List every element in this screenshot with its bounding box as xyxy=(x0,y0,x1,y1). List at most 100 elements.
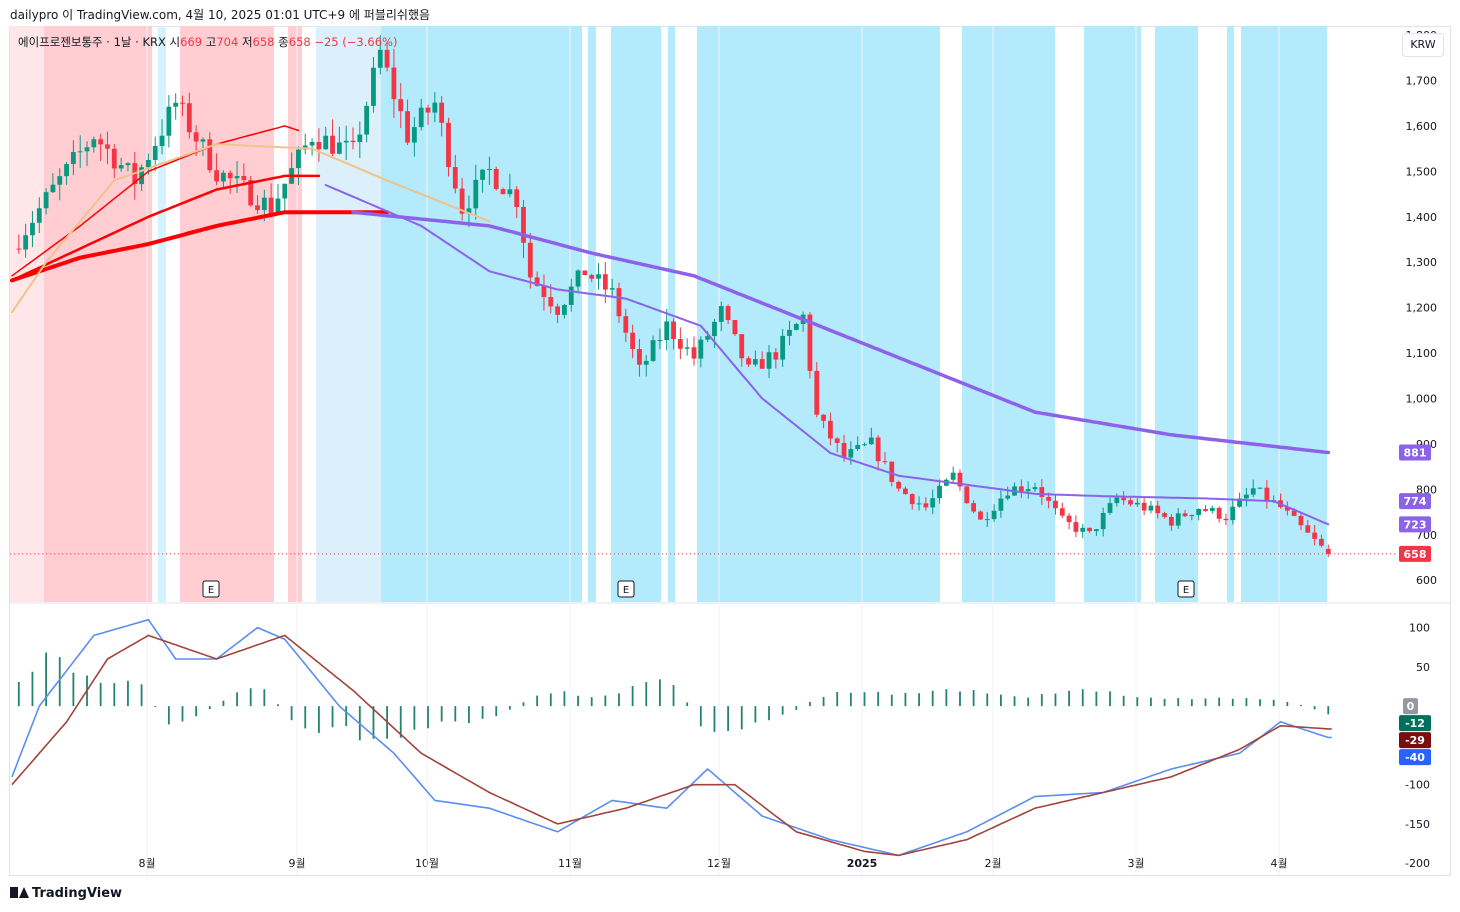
histogram-bar xyxy=(1245,698,1248,707)
candle-body xyxy=(50,184,56,193)
candle-body xyxy=(261,197,267,211)
session-band xyxy=(1227,26,1234,602)
price-badge-bg xyxy=(1399,444,1431,461)
histogram-bar xyxy=(167,706,170,725)
histogram-bar xyxy=(127,680,129,707)
candle-body xyxy=(712,321,717,337)
candle-body xyxy=(425,107,431,113)
price-tick-label: 1,600 xyxy=(1406,120,1438,133)
price-tick-label: 600 xyxy=(1416,574,1437,587)
candle-body xyxy=(1223,518,1229,521)
candle-body xyxy=(725,306,731,321)
candle-body xyxy=(296,149,301,169)
candle-body xyxy=(371,67,376,106)
histogram-bar xyxy=(413,706,416,730)
candle-body xyxy=(637,349,642,365)
candle-body xyxy=(691,347,697,359)
candle-body xyxy=(459,188,465,214)
histogram-bar xyxy=(549,693,552,707)
histogram-bar xyxy=(768,706,770,721)
session-band xyxy=(381,26,582,602)
macd-badge-label: -40 xyxy=(1405,751,1425,764)
candle-body xyxy=(562,304,567,315)
price-axis-badge: 881 xyxy=(1399,444,1431,461)
candle-body xyxy=(36,208,42,223)
price-tick-label: 1,100 xyxy=(1406,347,1438,360)
histogram-bar xyxy=(1136,697,1139,707)
candle-body xyxy=(957,472,963,487)
candle-body xyxy=(766,352,772,369)
candle-body xyxy=(1053,500,1058,509)
histogram-bar xyxy=(672,685,675,707)
histogram-bar xyxy=(604,695,607,707)
earnings-marker: E xyxy=(202,580,220,598)
histogram-bar xyxy=(959,691,961,707)
session-band xyxy=(1084,26,1141,602)
candle-body xyxy=(971,503,977,512)
candle-body xyxy=(1250,488,1256,495)
candle-body xyxy=(752,359,758,365)
histogram-bar xyxy=(454,706,457,722)
candle-body xyxy=(739,334,745,359)
candle-body xyxy=(834,438,840,444)
price-badge-bg xyxy=(1399,493,1431,510)
high-value: 704 xyxy=(216,35,239,49)
candle-body xyxy=(1134,502,1140,505)
histogram-bar xyxy=(740,706,743,730)
candle-body xyxy=(343,140,349,143)
candle-body xyxy=(1114,497,1120,504)
histogram-bar xyxy=(1013,696,1016,707)
histogram-bar xyxy=(781,706,784,715)
histogram-bar xyxy=(1027,697,1030,707)
histogram-bar xyxy=(1327,706,1330,715)
candle-body xyxy=(411,127,417,143)
histogram-bar xyxy=(522,702,525,707)
histogram-bar xyxy=(195,706,198,717)
price-badge-bg xyxy=(1399,545,1431,562)
earnings-marker-box xyxy=(1177,580,1195,598)
tradingview-logo[interactable]: TradingView xyxy=(10,886,122,901)
candle-body xyxy=(221,172,226,182)
candle-body xyxy=(746,358,751,365)
candle-body xyxy=(1312,532,1318,539)
candle-body xyxy=(493,168,499,190)
candle-body xyxy=(214,170,219,182)
candle-body xyxy=(139,167,144,185)
histogram-bar xyxy=(1163,698,1166,707)
currency-button[interactable]: KRW xyxy=(1402,33,1444,57)
candle-body xyxy=(862,444,867,446)
histogram-bar xyxy=(699,706,702,727)
candle-body xyxy=(1093,529,1099,532)
candle-body xyxy=(377,49,383,68)
candle-body xyxy=(807,314,813,371)
candle-body xyxy=(643,360,649,365)
candle-body xyxy=(350,140,356,143)
candle-body xyxy=(978,511,983,520)
moving-average-line xyxy=(11,143,491,314)
candle-body xyxy=(1325,548,1331,554)
candle-body xyxy=(180,102,185,104)
candle-body xyxy=(534,277,540,286)
candle-body xyxy=(446,122,451,168)
candle-body xyxy=(1073,522,1079,532)
histogram-bar xyxy=(1068,690,1070,707)
candle-body xyxy=(316,141,322,150)
candle-body xyxy=(1257,487,1263,489)
signal-line xyxy=(11,634,1332,857)
histogram-bar xyxy=(440,706,443,722)
histogram-bar xyxy=(1272,699,1275,707)
symbol-name[interactable]: 에이프로젠보통주 · 1날 · KRX xyxy=(18,35,166,49)
candle-body xyxy=(582,270,588,276)
candle-body xyxy=(773,352,779,360)
macd-badge-label: -29 xyxy=(1405,734,1425,747)
histogram-bar xyxy=(508,706,511,710)
histogram-bar xyxy=(290,706,293,721)
moving-average-line xyxy=(351,210,1331,455)
high-label: 고 xyxy=(205,35,217,49)
candle-body xyxy=(1230,506,1236,521)
histogram-bar xyxy=(849,692,852,707)
candle-body xyxy=(718,306,724,322)
earnings-marker: E xyxy=(617,580,635,598)
candle-body xyxy=(23,235,29,250)
